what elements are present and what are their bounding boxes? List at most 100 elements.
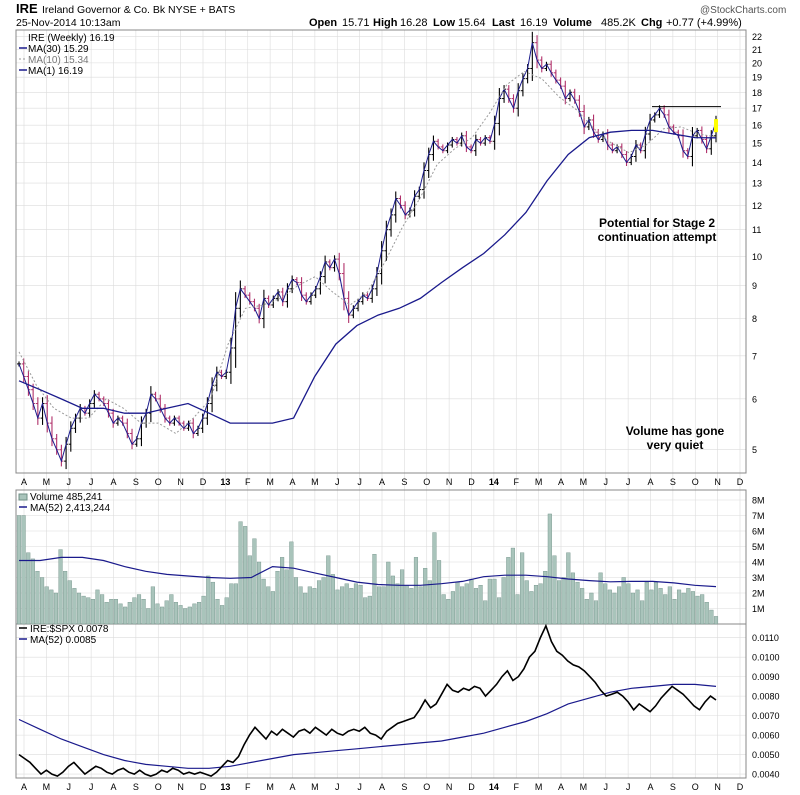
price-y-tick-label: 21 bbox=[752, 45, 762, 55]
volume-bar bbox=[446, 599, 451, 625]
price-y-tick-label: 17 bbox=[752, 104, 762, 114]
volume-bar bbox=[464, 583, 469, 625]
volume-bar bbox=[86, 597, 91, 625]
x-tick-label-bottom: D bbox=[737, 782, 744, 792]
panel-frames bbox=[15, 29, 747, 779]
volume-bar bbox=[113, 599, 118, 625]
volume-bar bbox=[681, 592, 686, 625]
volume-bar bbox=[635, 589, 640, 625]
ratio-y-tick-label: 0.0040 bbox=[752, 770, 780, 780]
volume-bar bbox=[381, 586, 386, 625]
x-tick-label-bottom: A bbox=[379, 782, 385, 792]
volume-bar bbox=[210, 581, 215, 625]
annotation-stage2-line1: Potential for Stage 2 bbox=[599, 216, 715, 230]
ratio-y-tick-label: 0.0060 bbox=[752, 731, 780, 741]
price-y-tick-label: 20 bbox=[752, 58, 762, 68]
volume-bar bbox=[663, 594, 668, 625]
chg-label: Chg bbox=[641, 17, 662, 29]
volume-bar bbox=[441, 594, 446, 625]
price-y-tick-label: 12 bbox=[752, 201, 762, 211]
x-tick-label-bottom: A bbox=[289, 782, 295, 792]
volume-bar bbox=[330, 574, 335, 625]
volume-bar bbox=[178, 605, 183, 625]
volume-bar bbox=[469, 578, 474, 625]
x-tick-label-bottom: M bbox=[311, 782, 319, 792]
volume-bar bbox=[404, 585, 409, 625]
volume-bar bbox=[704, 602, 709, 625]
volume-y-tick-label: 6M bbox=[752, 527, 765, 537]
volume-bar bbox=[160, 606, 165, 625]
annotation-volume-line2: very quiet bbox=[647, 438, 704, 452]
volume-bar bbox=[261, 578, 266, 625]
last-value: 16.19 bbox=[520, 17, 548, 29]
volume-bar bbox=[196, 602, 202, 625]
volume-bar bbox=[358, 585, 363, 625]
x-tick-label-top: S bbox=[401, 477, 407, 487]
x-tick-label-bottom: J bbox=[89, 782, 94, 792]
volume-bar bbox=[293, 577, 299, 625]
volume-bar bbox=[266, 586, 271, 625]
volume-bar bbox=[192, 603, 197, 625]
x-tick-label-top: A bbox=[289, 477, 295, 487]
x-tick-label-top: A bbox=[21, 477, 27, 487]
volume-bar bbox=[455, 581, 460, 625]
volume-bar bbox=[487, 578, 492, 625]
price-y-tick-label: 11 bbox=[752, 225, 761, 235]
x-tick-label-bottom: A bbox=[558, 782, 564, 792]
volume-bar bbox=[164, 600, 169, 625]
volume-bar bbox=[256, 561, 262, 625]
volume-bar bbox=[432, 532, 437, 625]
volume-bar bbox=[307, 586, 312, 625]
volume-bar bbox=[104, 602, 109, 625]
volume-legend-ma: MA(52) 2,413,244 bbox=[30, 503, 110, 514]
volume-y-tick-label: 5M bbox=[752, 542, 765, 552]
volume-bar bbox=[141, 599, 146, 625]
x-tick-label-bottom: J bbox=[67, 782, 72, 792]
volume-bar bbox=[584, 599, 589, 625]
gridlines bbox=[16, 30, 746, 778]
ratio-y-tick-label: 0.0110 bbox=[752, 633, 779, 643]
volume-bar bbox=[26, 552, 31, 625]
volume-ma-line bbox=[19, 556, 717, 588]
price-y-tick-label: 19 bbox=[752, 73, 762, 83]
volume-bar bbox=[312, 588, 317, 625]
volume-bar bbox=[630, 592, 635, 625]
volume-bar bbox=[510, 547, 515, 625]
high-label: High bbox=[373, 17, 398, 29]
x-tick-label-bottom: J bbox=[604, 782, 609, 792]
x-tick-label-bottom: M bbox=[580, 782, 588, 792]
x-tick-label-bottom: N bbox=[714, 782, 721, 792]
volume-bar bbox=[593, 600, 599, 625]
volume-bar bbox=[547, 513, 552, 625]
price-bars bbox=[17, 31, 718, 470]
x-tick-label-bottom: S bbox=[401, 782, 407, 792]
ratio-y-tick-label: 0.0090 bbox=[752, 672, 780, 682]
price-y-tick-label: 18 bbox=[752, 88, 762, 98]
price-panel-frame bbox=[15, 29, 747, 474]
volume-bar bbox=[58, 549, 63, 625]
volume-bar bbox=[483, 600, 488, 625]
x-tick-label-bottom: D bbox=[468, 782, 475, 792]
open-value: 15.71 bbox=[342, 17, 370, 29]
volume-bar bbox=[132, 597, 137, 625]
volume-bar bbox=[340, 586, 345, 625]
volume-bar bbox=[335, 589, 340, 625]
volume-bar bbox=[709, 609, 714, 625]
x-tick-label-bottom: F bbox=[245, 782, 251, 792]
volume-bar bbox=[570, 572, 575, 625]
price-moving-averages bbox=[18, 42, 721, 463]
x-tick-label-bottom: N bbox=[446, 782, 453, 792]
volume-bar bbox=[72, 588, 77, 625]
volume-bar bbox=[326, 555, 331, 625]
volume-bar bbox=[187, 606, 192, 625]
volume-bar bbox=[109, 599, 114, 625]
ratio-legend-title: IRE:$SPX 0.0078 bbox=[30, 624, 109, 635]
volume-bar bbox=[492, 578, 497, 625]
ratio-legend-ma: MA(52) 0.0085 bbox=[30, 635, 97, 646]
volume-value: 485.2K bbox=[601, 17, 637, 29]
volume-bar bbox=[418, 586, 423, 625]
price-y-tick-label: 22 bbox=[752, 32, 762, 42]
volume-bar bbox=[695, 595, 700, 625]
volume-bar bbox=[220, 605, 225, 625]
